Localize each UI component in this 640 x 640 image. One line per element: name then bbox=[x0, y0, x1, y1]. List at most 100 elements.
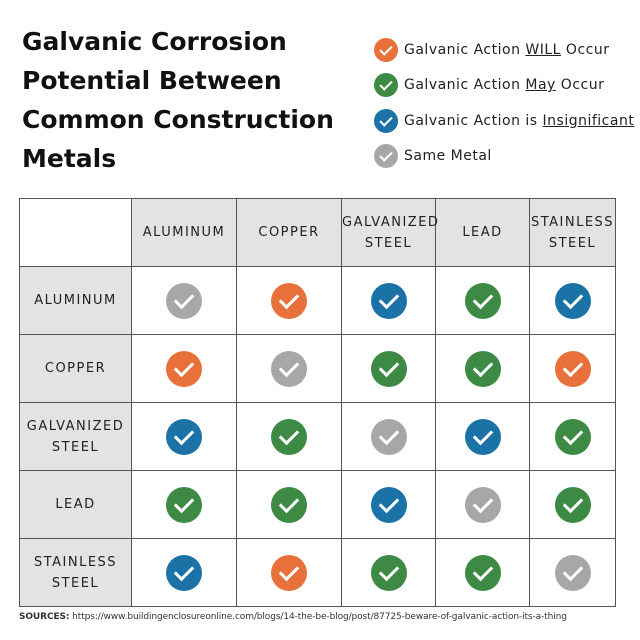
title-line: Metals bbox=[22, 144, 117, 173]
legend-label-prefix: Galvanic Action bbox=[404, 77, 526, 94]
table-row: ALUMINUM bbox=[19, 266, 616, 335]
check-icon bbox=[472, 288, 493, 309]
check-icon bbox=[562, 492, 583, 513]
galvanic-compatibility-table: ALUMINUM COPPER GALVANIZED STEEL LEAD STAINLE… bbox=[19, 198, 616, 607]
column-header-text: COPPER bbox=[258, 225, 320, 240]
status-circle-may bbox=[370, 554, 407, 591]
row-header-text: STEEL bbox=[51, 575, 100, 591]
legend-label-suffix: Occur bbox=[560, 41, 610, 58]
column-header-text: GALVANIZED bbox=[342, 214, 440, 230]
table-cell bbox=[236, 470, 342, 539]
column-header-text: STEEL bbox=[548, 235, 597, 251]
table-cell bbox=[341, 334, 436, 403]
status-circle-insignificant bbox=[370, 282, 407, 319]
status-circle-may bbox=[464, 350, 501, 387]
check-icon bbox=[472, 356, 493, 377]
table-cell bbox=[236, 334, 342, 403]
column-header-text: STAINLESS bbox=[530, 214, 615, 230]
status-circle-same bbox=[166, 282, 202, 319]
status-circle-may bbox=[166, 486, 202, 523]
check-icon bbox=[173, 424, 195, 445]
status-circle-same bbox=[554, 554, 591, 591]
status-circle-will bbox=[271, 282, 307, 319]
column-header: GALVANIZED STEEL bbox=[341, 198, 440, 267]
check-icon bbox=[472, 560, 493, 581]
table-row: STAINLESS STEEL bbox=[19, 538, 616, 607]
check-icon bbox=[472, 424, 493, 445]
column-header: STAINLESS STEEL bbox=[529, 198, 616, 267]
status-circle-will bbox=[271, 554, 307, 591]
corner-cell bbox=[19, 198, 132, 267]
legend-label-prefix: Galvanic Action is bbox=[404, 112, 543, 129]
check-icon bbox=[173, 356, 195, 377]
legend-swatch-same bbox=[374, 144, 398, 169]
legend-label: Galvanic Action May Occur bbox=[404, 77, 604, 93]
status-circle-same bbox=[271, 350, 307, 387]
row-header: GALVANIZED STEEL bbox=[19, 402, 132, 471]
table-cell bbox=[529, 470, 616, 539]
legend-label: Galvanic Action WILL Occur bbox=[404, 42, 609, 58]
legend-item-will: Galvanic Action WILL Occur bbox=[374, 32, 634, 68]
table-cell bbox=[435, 266, 530, 335]
status-circle-may bbox=[370, 350, 407, 387]
legend-label: Galvanic Action is Insignificant bbox=[404, 113, 634, 129]
row-header-text: GALVANIZED bbox=[26, 418, 125, 434]
check-icon bbox=[173, 492, 195, 513]
status-circle-will bbox=[166, 350, 202, 387]
check-icon bbox=[278, 356, 300, 377]
row-header-text: COPPER bbox=[44, 361, 107, 376]
table-cell bbox=[131, 334, 237, 403]
table-cell bbox=[341, 266, 436, 335]
row-header-text: STAINLESS bbox=[33, 554, 118, 570]
check-icon bbox=[378, 288, 399, 309]
check-icon bbox=[472, 492, 493, 513]
check-icon bbox=[173, 288, 195, 309]
table-cell bbox=[435, 470, 530, 539]
legend-label-prefix: Same Metal bbox=[404, 148, 492, 165]
legend: Galvanic Action WILL Occur Galvanic Actio… bbox=[374, 32, 634, 174]
row-header: STAINLESS STEEL bbox=[19, 538, 132, 607]
table-cell bbox=[435, 334, 530, 403]
sources-label: SOURCES: bbox=[19, 612, 70, 622]
check-icon bbox=[173, 560, 195, 581]
table-cell bbox=[236, 402, 342, 471]
column-header: LEAD bbox=[435, 198, 530, 267]
check-icon bbox=[378, 356, 399, 377]
status-circle-same bbox=[370, 418, 407, 455]
check-icon bbox=[379, 77, 393, 91]
legend-item-same: Same Metal bbox=[374, 139, 634, 175]
status-circle-insignificant bbox=[554, 282, 591, 319]
check-icon bbox=[562, 560, 583, 581]
legend-swatch-insignificant bbox=[374, 108, 398, 133]
check-icon bbox=[378, 560, 399, 581]
table-cell bbox=[131, 402, 237, 471]
row-header-text: ALUMINUM bbox=[34, 293, 117, 308]
table-cell bbox=[341, 402, 436, 471]
title-line: Potential Between bbox=[22, 66, 282, 95]
table-cell bbox=[341, 470, 436, 539]
check-icon bbox=[562, 424, 583, 445]
table-cell bbox=[131, 538, 237, 607]
legend-swatch-may bbox=[374, 73, 398, 98]
status-circle-may bbox=[554, 418, 591, 455]
check-icon bbox=[278, 288, 300, 309]
legend-label-emphasis: May bbox=[525, 77, 556, 94]
legend-label-emphasis: WILL bbox=[525, 41, 561, 58]
table-cell bbox=[236, 538, 342, 607]
table-cell bbox=[529, 334, 616, 403]
row-header-text: STEEL bbox=[51, 439, 100, 455]
status-circle-may bbox=[464, 282, 501, 319]
legend-item-insignificant: Galvanic Action is Insignificant bbox=[374, 103, 634, 139]
legend-label-prefix: Galvanic Action bbox=[404, 41, 526, 58]
status-circle-may bbox=[554, 486, 591, 523]
header-row: ALUMINUM COPPER GALVANIZED STEEL LEAD STAINLE… bbox=[19, 198, 616, 267]
legend-label-emphasis: Insignificant bbox=[542, 112, 635, 129]
table-cell bbox=[435, 538, 530, 607]
check-icon bbox=[379, 41, 393, 56]
table-cell bbox=[341, 538, 436, 607]
title-line: Common Construction bbox=[22, 105, 334, 134]
row-header: ALUMINUM bbox=[19, 266, 132, 335]
table-cell bbox=[529, 538, 616, 607]
status-circle-same bbox=[464, 486, 501, 523]
check-icon bbox=[278, 560, 300, 581]
